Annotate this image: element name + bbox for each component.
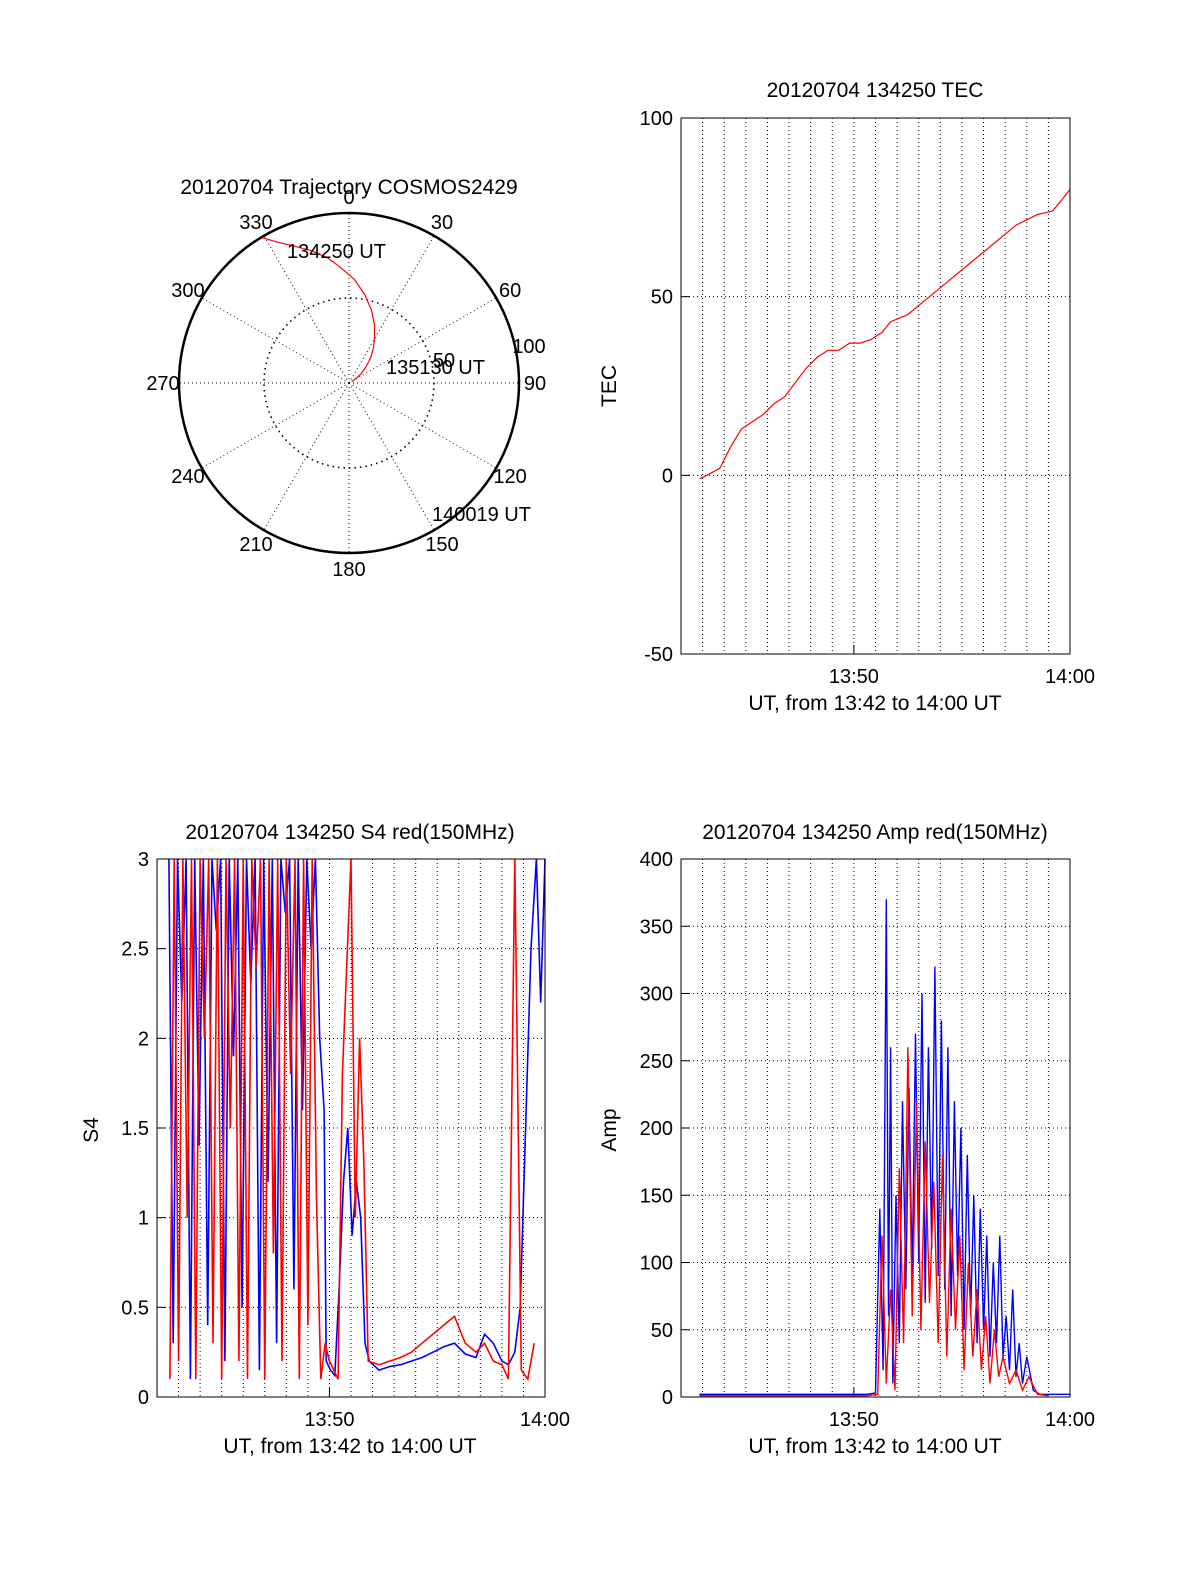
polar-annotation-start: 134250 UT bbox=[287, 241, 386, 263]
s4-ytick-label: 2 bbox=[138, 1028, 149, 1050]
s4-plot-frame bbox=[156, 858, 546, 1398]
tec-tick-labels: -50 0 50 100 13:50 14:00 bbox=[640, 108, 1095, 688]
amp-chart: 20120704 134250 Amp red(150MHz) UT, from… bbox=[598, 821, 1095, 1458]
amp-ytick-label: 50 bbox=[651, 1320, 673, 1342]
tec-xtick-label: 14:00 bbox=[1045, 666, 1095, 688]
polar-angle-label: 150 bbox=[425, 534, 458, 556]
tec-xlabel: UT, from 13:42 to 14:00 UT bbox=[748, 692, 1001, 715]
s4-ytick-label: 3 bbox=[138, 849, 149, 871]
amp-tick-labels: 0 50 100 150 200 250 300 350 400 13:50 14:00 bbox=[640, 849, 1095, 1431]
polar-angle-label: 120 bbox=[493, 466, 526, 488]
amp-ytick-label: 350 bbox=[640, 916, 673, 938]
amp-ytick-label: 400 bbox=[640, 849, 673, 871]
polar-spoke bbox=[348, 297, 497, 384]
polar-angle-label: 300 bbox=[171, 280, 204, 302]
polar-radial-labels: 50 100 bbox=[433, 336, 546, 372]
s4-title: 20120704 134250 S4 red(150MHz) bbox=[185, 821, 514, 844]
tec-plot-frame bbox=[680, 117, 1071, 655]
amp-xtick-label: 13:50 bbox=[829, 1409, 879, 1431]
polar-angle-label: 330 bbox=[239, 212, 272, 234]
amp-title: 20120704 134250 Amp red(150MHz) bbox=[702, 821, 1048, 844]
polar-ring bbox=[263, 297, 435, 469]
s4-xtick-label: 13:50 bbox=[304, 1409, 354, 1431]
amp-series-blue bbox=[699, 899, 1070, 1396]
polar-grid bbox=[179, 213, 519, 553]
tec-series-red bbox=[699, 189, 1071, 480]
tec-ytick-label: 0 bbox=[662, 465, 673, 487]
tec-ylabel: TEC bbox=[598, 365, 621, 407]
tec-ytick-label: -50 bbox=[644, 644, 673, 666]
tec-xtick-label: 13:50 bbox=[829, 666, 879, 688]
s4-xtick-label: 14:00 bbox=[520, 1409, 570, 1431]
polar-angle-label: 60 bbox=[499, 280, 521, 302]
s4-xlabel: UT, from 13:42 to 14:00 UT bbox=[223, 1435, 476, 1458]
polar-angle-label: 0 bbox=[343, 187, 354, 209]
amp-plot-frame bbox=[680, 858, 1071, 1398]
polar-chart: 20120704 Trajectory COSMOS2429 0 30 60 90 12… bbox=[146, 176, 546, 581]
polar-angle-label: 30 bbox=[431, 212, 453, 234]
polar-spoke bbox=[201, 382, 350, 469]
tec-chart: 20120704 134250 TEC UT, from 13:42 to 14… bbox=[598, 79, 1095, 715]
s4-series-red bbox=[169, 858, 535, 1382]
amp-series-red bbox=[699, 1047, 1049, 1397]
polar-annotation-mid: 135130 UT bbox=[386, 357, 485, 379]
polar-radial-label: 100 bbox=[512, 336, 545, 358]
s4-ylabel: S4 bbox=[80, 1117, 103, 1143]
s4-ytick-label: 0 bbox=[138, 1387, 149, 1409]
amp-xtick-label: 14:00 bbox=[1045, 1409, 1095, 1431]
amp-ytick-label: 250 bbox=[640, 1051, 673, 1073]
amp-ytick-label: 200 bbox=[640, 1118, 673, 1140]
amp-ytick-label: 0 bbox=[662, 1387, 673, 1409]
s4-tick-labels: 0 0.5 1 1.5 2 2.5 3 13:50 14:00 bbox=[121, 849, 570, 1431]
amp-ytick-label: 150 bbox=[640, 1185, 673, 1207]
polar-outer-ring bbox=[177, 211, 521, 555]
s4-ytick-label: 1 bbox=[138, 1208, 149, 1230]
tec-title: 20120704 134250 TEC bbox=[767, 79, 984, 102]
amp-ytick-label: 300 bbox=[640, 984, 673, 1006]
polar-angle-label: 270 bbox=[146, 373, 179, 395]
tec-ytick-label: 50 bbox=[651, 287, 673, 309]
polar-angle-label: 90 bbox=[524, 373, 546, 395]
polar-spoke bbox=[263, 235, 350, 384]
s4-chart: 20120704 134250 S4 red(150MHz) UT, from … bbox=[80, 821, 570, 1458]
polar-spoke bbox=[348, 235, 435, 384]
polar-annotation-end: 140019 UT bbox=[432, 504, 531, 526]
amp-ylabel: Amp bbox=[598, 1108, 621, 1151]
polar-spoke bbox=[201, 297, 350, 384]
tec-ytick-label: 100 bbox=[640, 108, 673, 130]
polar-angle-label: 180 bbox=[332, 559, 365, 581]
polar-angle-label: 240 bbox=[171, 466, 204, 488]
polar-trajectory-line bbox=[261, 237, 376, 382]
s4-ytick-label: 2.5 bbox=[121, 939, 149, 961]
s4-ytick-label: 1.5 bbox=[121, 1118, 149, 1140]
polar-radial-label: 50 bbox=[433, 350, 455, 372]
amp-xlabel: UT, from 13:42 to 14:00 UT bbox=[748, 1435, 1001, 1458]
tec-grid bbox=[681, 117, 1071, 655]
polar-angle-label: 210 bbox=[239, 534, 272, 556]
s4-ytick-label: 0.5 bbox=[121, 1297, 149, 1319]
amp-ytick-label: 100 bbox=[640, 1253, 673, 1275]
polar-angle-labels: 0 30 60 90 120 150 180 210 240 270 300 330 bbox=[146, 187, 546, 581]
polar-spoke bbox=[263, 382, 350, 531]
polar-title: 20120704 Trajectory COSMOS2429 bbox=[180, 176, 517, 199]
